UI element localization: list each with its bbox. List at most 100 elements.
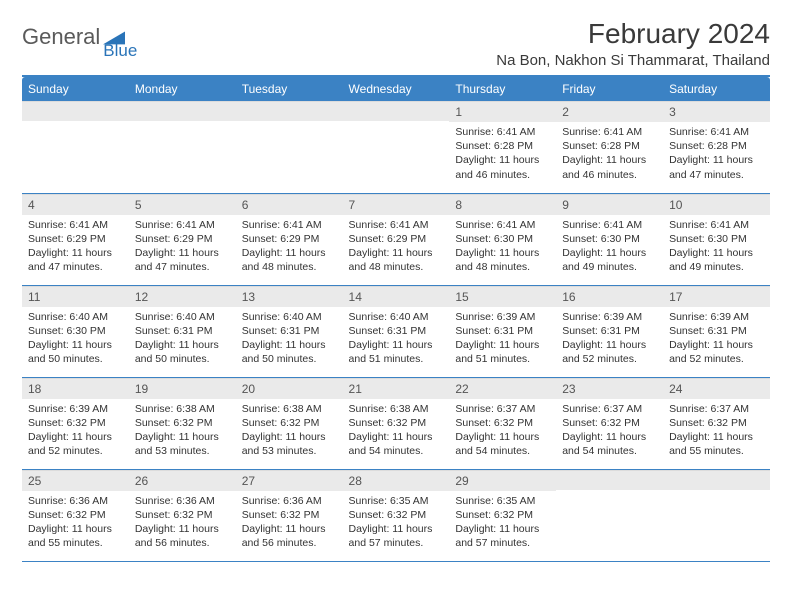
calendar-cell-blank: [129, 101, 236, 193]
calendar-cell-blank: [663, 469, 770, 561]
calendar-cell-blank: [236, 101, 343, 193]
sunrise-line: Sunrise: 6:41 AM: [669, 125, 764, 139]
daylight-line: Daylight: 11 hours and 46 minutes.: [455, 153, 550, 181]
calendar-row: 1Sunrise: 6:41 AMSunset: 6:28 PMDaylight…: [22, 101, 770, 193]
sunset-line: Sunset: 6:28 PM: [669, 139, 764, 153]
daylight-line: Daylight: 11 hours and 47 minutes.: [135, 246, 230, 274]
sunset-line: Sunset: 6:29 PM: [28, 232, 123, 246]
sunset-line: Sunset: 6:31 PM: [242, 324, 337, 338]
day-number: 10: [663, 194, 770, 215]
day-number: [343, 101, 450, 121]
day-header: Sunday: [22, 77, 129, 101]
day-number: 11: [22, 286, 129, 307]
day-number: [22, 101, 129, 121]
month-title: February 2024: [496, 18, 770, 50]
sunset-line: Sunset: 6:32 PM: [349, 508, 444, 522]
sunset-line: Sunset: 6:29 PM: [242, 232, 337, 246]
sunrise-line: Sunrise: 6:38 AM: [135, 402, 230, 416]
calendar-cell: 27Sunrise: 6:36 AMSunset: 6:32 PMDayligh…: [236, 469, 343, 561]
day-number: 18: [22, 378, 129, 399]
calendar-cell-blank: [556, 469, 663, 561]
calendar-cell: 18Sunrise: 6:39 AMSunset: 6:32 PMDayligh…: [22, 377, 129, 469]
sunset-line: Sunset: 6:32 PM: [28, 508, 123, 522]
calendar-cell: 6Sunrise: 6:41 AMSunset: 6:29 PMDaylight…: [236, 193, 343, 285]
calendar-row: 4Sunrise: 6:41 AMSunset: 6:29 PMDaylight…: [22, 193, 770, 285]
calendar-cell: 3Sunrise: 6:41 AMSunset: 6:28 PMDaylight…: [663, 101, 770, 193]
sunrise-line: Sunrise: 6:36 AM: [28, 494, 123, 508]
day-number: 12: [129, 286, 236, 307]
sunset-line: Sunset: 6:29 PM: [349, 232, 444, 246]
calendar-cell: 21Sunrise: 6:38 AMSunset: 6:32 PMDayligh…: [343, 377, 450, 469]
day-details: Sunrise: 6:35 AMSunset: 6:32 PMDaylight:…: [343, 491, 450, 555]
day-number: 4: [22, 194, 129, 215]
day-details: Sunrise: 6:39 AMSunset: 6:31 PMDaylight:…: [556, 307, 663, 371]
sunrise-line: Sunrise: 6:37 AM: [562, 402, 657, 416]
sunrise-line: Sunrise: 6:36 AM: [242, 494, 337, 508]
day-details: Sunrise: 6:41 AMSunset: 6:30 PMDaylight:…: [556, 215, 663, 279]
header: General Blue February 2024 Na Bon, Nakho…: [22, 18, 770, 69]
sunset-line: Sunset: 6:32 PM: [455, 416, 550, 430]
sunset-line: Sunset: 6:30 PM: [28, 324, 123, 338]
calendar-cell: 23Sunrise: 6:37 AMSunset: 6:32 PMDayligh…: [556, 377, 663, 469]
calendar-cell: 16Sunrise: 6:39 AMSunset: 6:31 PMDayligh…: [556, 285, 663, 377]
day-details: Sunrise: 6:40 AMSunset: 6:31 PMDaylight:…: [129, 307, 236, 371]
sunrise-line: Sunrise: 6:38 AM: [242, 402, 337, 416]
calendar-cell: 28Sunrise: 6:35 AMSunset: 6:32 PMDayligh…: [343, 469, 450, 561]
sunset-line: Sunset: 6:32 PM: [242, 416, 337, 430]
daylight-line: Daylight: 11 hours and 56 minutes.: [242, 522, 337, 550]
sunrise-line: Sunrise: 6:39 AM: [562, 310, 657, 324]
day-number: 17: [663, 286, 770, 307]
sunrise-line: Sunrise: 6:37 AM: [669, 402, 764, 416]
day-number: 14: [343, 286, 450, 307]
day-number: [236, 101, 343, 121]
day-number: 21: [343, 378, 450, 399]
day-details: Sunrise: 6:35 AMSunset: 6:32 PMDaylight:…: [449, 491, 556, 555]
day-number: 22: [449, 378, 556, 399]
title-block: February 2024 Na Bon, Nakhon Si Thammara…: [496, 18, 770, 69]
day-header: Friday: [556, 77, 663, 101]
daylight-line: Daylight: 11 hours and 57 minutes.: [455, 522, 550, 550]
day-number: 13: [236, 286, 343, 307]
sunset-line: Sunset: 6:32 PM: [455, 508, 550, 522]
daylight-line: Daylight: 11 hours and 57 minutes.: [349, 522, 444, 550]
day-details: Sunrise: 6:41 AMSunset: 6:28 PMDaylight:…: [449, 122, 556, 186]
day-number: 28: [343, 470, 450, 491]
day-details: Sunrise: 6:37 AMSunset: 6:32 PMDaylight:…: [663, 399, 770, 463]
day-number: 16: [556, 286, 663, 307]
sunset-line: Sunset: 6:30 PM: [562, 232, 657, 246]
sunset-line: Sunset: 6:32 PM: [135, 508, 230, 522]
calendar-cell: 9Sunrise: 6:41 AMSunset: 6:30 PMDaylight…: [556, 193, 663, 285]
sunrise-line: Sunrise: 6:41 AM: [562, 125, 657, 139]
sunset-line: Sunset: 6:29 PM: [135, 232, 230, 246]
sunrise-line: Sunrise: 6:41 AM: [135, 218, 230, 232]
calendar-cell: 29Sunrise: 6:35 AMSunset: 6:32 PMDayligh…: [449, 469, 556, 561]
sunset-line: Sunset: 6:30 PM: [669, 232, 764, 246]
day-number: [129, 101, 236, 121]
day-details: Sunrise: 6:36 AMSunset: 6:32 PMDaylight:…: [22, 491, 129, 555]
day-details: Sunrise: 6:41 AMSunset: 6:29 PMDaylight:…: [343, 215, 450, 279]
calendar-cell: 14Sunrise: 6:40 AMSunset: 6:31 PMDayligh…: [343, 285, 450, 377]
sunset-line: Sunset: 6:32 PM: [135, 416, 230, 430]
calendar-row: 25Sunrise: 6:36 AMSunset: 6:32 PMDayligh…: [22, 469, 770, 561]
day-number: [663, 470, 770, 490]
sunset-line: Sunset: 6:28 PM: [455, 139, 550, 153]
sunrise-line: Sunrise: 6:35 AM: [349, 494, 444, 508]
daylight-line: Daylight: 11 hours and 49 minutes.: [562, 246, 657, 274]
sunrise-line: Sunrise: 6:40 AM: [349, 310, 444, 324]
day-number: 20: [236, 378, 343, 399]
sunset-line: Sunset: 6:31 PM: [349, 324, 444, 338]
daylight-line: Daylight: 11 hours and 53 minutes.: [242, 430, 337, 458]
calendar-cell: 12Sunrise: 6:40 AMSunset: 6:31 PMDayligh…: [129, 285, 236, 377]
sunrise-line: Sunrise: 6:39 AM: [669, 310, 764, 324]
day-number: [556, 470, 663, 490]
day-header: Monday: [129, 77, 236, 101]
sunrise-line: Sunrise: 6:40 AM: [242, 310, 337, 324]
sunset-line: Sunset: 6:31 PM: [562, 324, 657, 338]
calendar-cell: 22Sunrise: 6:37 AMSunset: 6:32 PMDayligh…: [449, 377, 556, 469]
day-details: Sunrise: 6:38 AMSunset: 6:32 PMDaylight:…: [343, 399, 450, 463]
sunrise-line: Sunrise: 6:39 AM: [455, 310, 550, 324]
day-details: Sunrise: 6:39 AMSunset: 6:31 PMDaylight:…: [663, 307, 770, 371]
day-details: Sunrise: 6:41 AMSunset: 6:28 PMDaylight:…: [556, 122, 663, 186]
sunrise-line: Sunrise: 6:38 AM: [349, 402, 444, 416]
location-text: Na Bon, Nakhon Si Thammarat, Thailand: [496, 52, 770, 69]
